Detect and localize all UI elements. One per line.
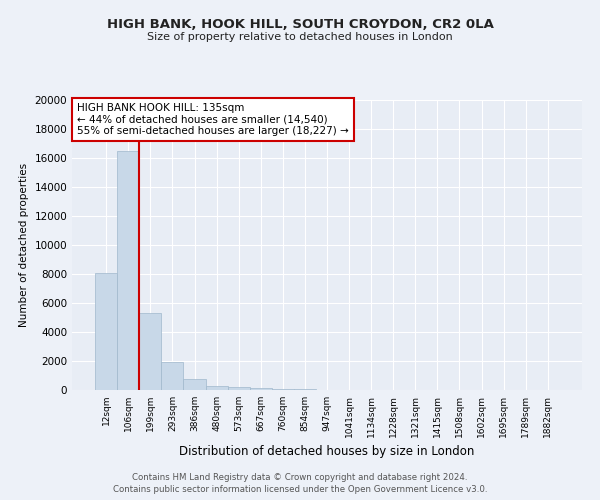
Text: Size of property relative to detached houses in London: Size of property relative to detached ho… xyxy=(147,32,453,42)
Text: HIGH BANK, HOOK HILL, SOUTH CROYDON, CR2 0LA: HIGH BANK, HOOK HILL, SOUTH CROYDON, CR2… xyxy=(107,18,493,30)
Text: HIGH BANK HOOK HILL: 135sqm
← 44% of detached houses are smaller (14,540)
55% of: HIGH BANK HOOK HILL: 135sqm ← 44% of det… xyxy=(77,103,349,136)
Bar xyxy=(227,387,250,390)
Bar xyxy=(95,272,117,390)
Y-axis label: Number of detached properties: Number of detached properties xyxy=(19,163,29,327)
Bar xyxy=(161,362,184,390)
Text: Contains HM Land Registry data © Crown copyright and database right 2024.: Contains HM Land Registry data © Crown c… xyxy=(132,472,468,482)
Bar xyxy=(117,151,139,390)
Text: Contains public sector information licensed under the Open Government Licence v3: Contains public sector information licen… xyxy=(113,485,487,494)
Bar xyxy=(184,379,206,390)
Bar xyxy=(206,386,227,390)
X-axis label: Distribution of detached houses by size in London: Distribution of detached houses by size … xyxy=(179,446,475,458)
Bar xyxy=(250,388,272,390)
Bar xyxy=(272,388,294,390)
Bar xyxy=(139,313,161,390)
